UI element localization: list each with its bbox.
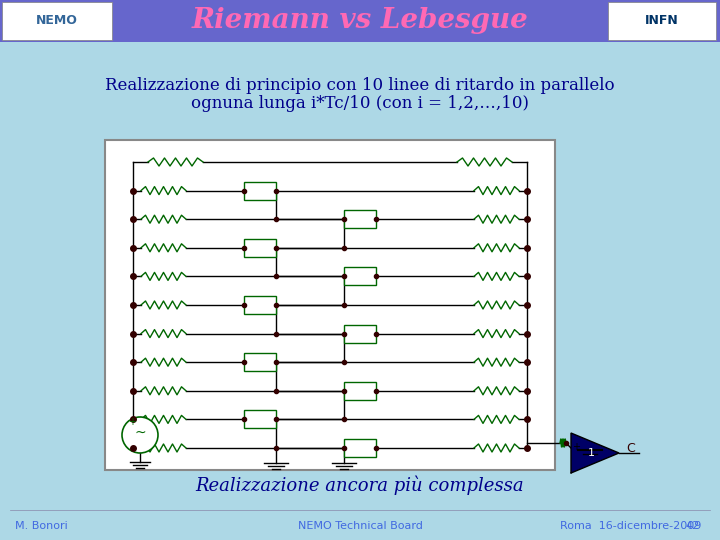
- Text: 1: 1: [588, 448, 595, 458]
- Text: ognuna lunga i*Tc/10 (con i = 1,2,…,10): ognuna lunga i*Tc/10 (con i = 1,2,…,10): [191, 96, 529, 112]
- Text: INFN: INFN: [645, 15, 679, 28]
- Text: Riemann vs Lebesgue: Riemann vs Lebesgue: [192, 8, 528, 35]
- Circle shape: [122, 417, 158, 453]
- Bar: [244, 353, 276, 371]
- Text: Realizzazione ancora più complessa: Realizzazione ancora più complessa: [196, 475, 524, 495]
- Bar: [244, 239, 276, 257]
- Text: ~: ~: [134, 426, 146, 440]
- Text: 42: 42: [685, 521, 700, 531]
- Bar: [244, 181, 276, 200]
- Bar: [344, 325, 376, 342]
- Bar: [344, 439, 376, 457]
- Text: Realizzazione di principio con 10 linee di ritardo in parallelo: Realizzazione di principio con 10 linee …: [105, 77, 615, 93]
- Bar: [244, 296, 276, 314]
- Text: +: +: [128, 417, 136, 427]
- Bar: [105, 140, 555, 470]
- Bar: [344, 382, 376, 400]
- Polygon shape: [571, 433, 619, 473]
- Bar: [2, 2, 112, 40]
- Text: C: C: [626, 442, 635, 455]
- Bar: [244, 410, 276, 428]
- Bar: [344, 210, 376, 228]
- Text: +: +: [572, 442, 580, 452]
- Text: NEMO: NEMO: [36, 15, 78, 28]
- Bar: [608, 2, 716, 40]
- Text: M. Bonori: M. Bonori: [15, 521, 68, 531]
- Text: NEMO Technical Board: NEMO Technical Board: [297, 521, 423, 531]
- Bar: [0, 0, 720, 42]
- Text: Roma  16-dicembre-2009: Roma 16-dicembre-2009: [560, 521, 701, 531]
- Bar: [344, 267, 376, 286]
